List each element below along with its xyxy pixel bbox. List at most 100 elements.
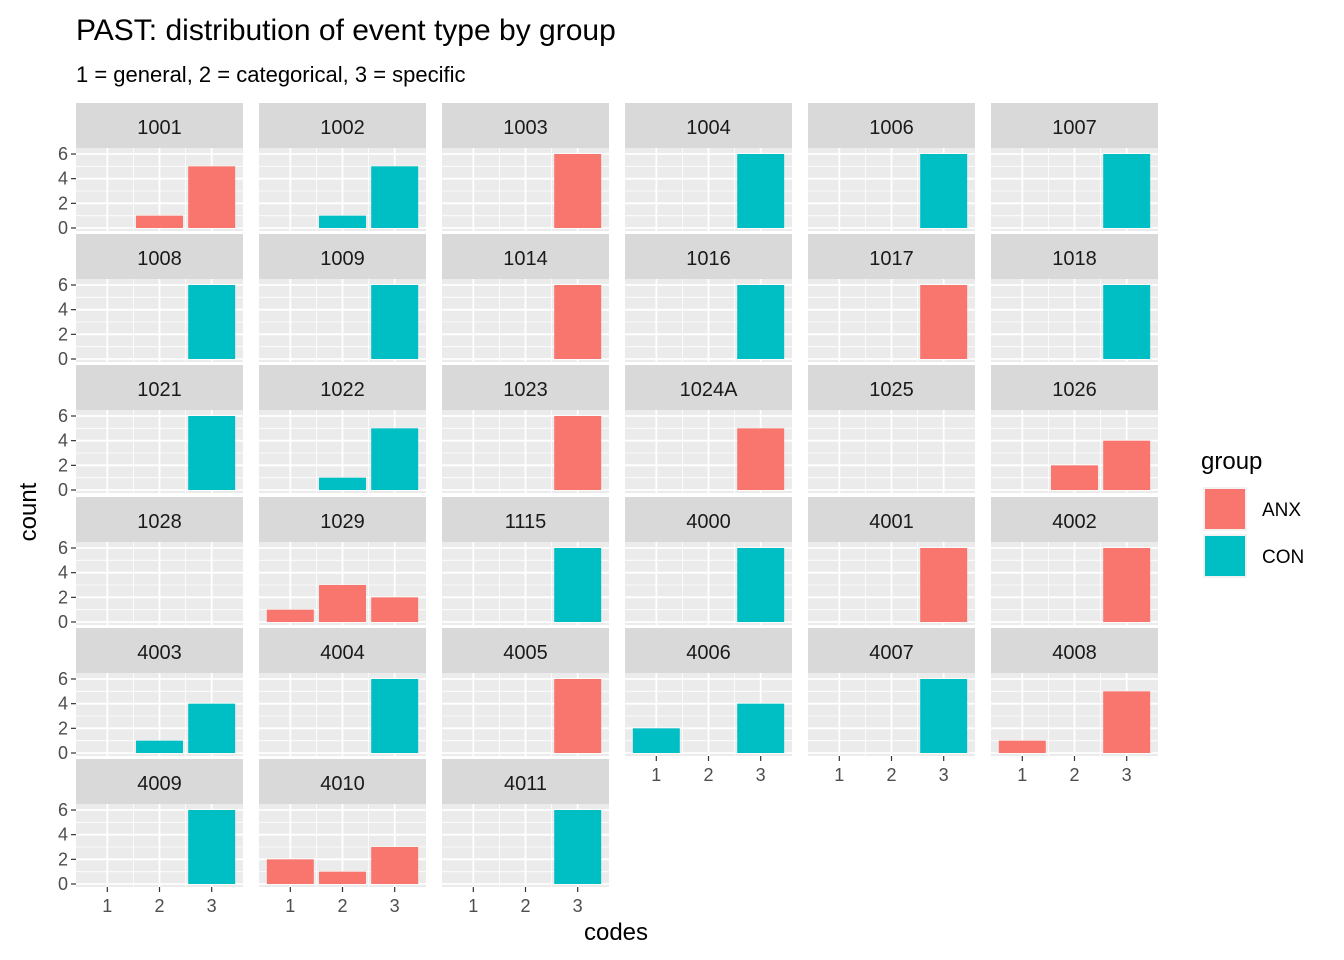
x-tick-label: 1 [651, 765, 661, 785]
bar [1103, 440, 1151, 490]
legend-label: CON [1262, 547, 1304, 568]
y-tick-label: 2 [58, 587, 68, 607]
facet-strip [259, 234, 426, 279]
bar [737, 703, 785, 753]
facet-strip [442, 628, 609, 673]
y-tick-label: 2 [58, 193, 68, 213]
facet-panel: 1115 [442, 497, 609, 625]
bar [554, 810, 602, 884]
facet-panel: 1021 0 2 4 6 [58, 365, 243, 500]
bar [188, 166, 236, 228]
facet-panel: 1001 0 2 4 6 [58, 103, 243, 238]
facet-panel: 4001 [808, 497, 975, 625]
x-tick-label: 3 [207, 896, 217, 916]
x-tick-label: 1 [834, 765, 844, 785]
facet-strip [625, 628, 792, 673]
facet-strip [442, 234, 609, 279]
legend: group ANX CON [1201, 448, 1304, 578]
bar [1103, 285, 1151, 359]
x-tick-label: 1 [285, 896, 295, 916]
x-tick-label: 2 [154, 896, 164, 916]
bar [371, 679, 419, 753]
facet-label: 4004 [320, 642, 365, 664]
legend-title: group [1201, 448, 1262, 475]
bar [737, 285, 785, 359]
facet-strip [808, 497, 975, 542]
facet-strip [991, 103, 1158, 148]
facet-label: 1018 [1052, 248, 1097, 270]
bar [188, 703, 236, 753]
chart-title: PAST: distribution of event type by grou… [76, 14, 616, 47]
facet-panel: 1016 [625, 234, 792, 362]
bar [266, 609, 314, 622]
facet-strip [259, 628, 426, 673]
bar [554, 285, 602, 359]
facet-label: 4011 [504, 773, 547, 795]
x-tick-label: 2 [337, 896, 347, 916]
facet-panel: 4008 1 2 3 [991, 628, 1158, 785]
y-tick-label: 6 [58, 406, 68, 426]
x-tick-label: 1 [102, 896, 112, 916]
bar [554, 416, 602, 490]
bar [554, 154, 602, 228]
facet-panel: 4006 1 2 3 [625, 628, 792, 785]
y-tick-label: 4 [58, 563, 68, 583]
facet-label: 1022 [320, 379, 365, 401]
facet-strip [625, 103, 792, 148]
facet-strip [625, 365, 792, 410]
facet-strip [259, 103, 426, 148]
bar [319, 215, 366, 228]
legend-key [1205, 489, 1245, 529]
facet-panel: 1003 [442, 103, 609, 231]
y-tick-label: 4 [58, 300, 68, 320]
bar [554, 679, 602, 753]
bar [1103, 691, 1151, 753]
facet-panel: 4003 0 2 4 6 [58, 628, 243, 763]
x-tick-label: 3 [756, 765, 766, 785]
facet-panel: 1007 [991, 103, 1158, 231]
facet-label: 4006 [686, 642, 731, 664]
bar [920, 154, 968, 228]
facet-panel: 1006 [808, 103, 975, 231]
facet-panel: 1029 [259, 497, 426, 625]
facet-label: 4009 [137, 773, 182, 795]
facet-strip [808, 103, 975, 148]
bar [920, 285, 968, 359]
facet-strip [442, 365, 609, 410]
facet-panel: 4009 0 2 4 6 1 2 3 [58, 759, 243, 916]
facet-strip [625, 234, 792, 279]
bar [554, 548, 602, 622]
bar [371, 428, 419, 490]
facet-strip [625, 497, 792, 542]
x-tick-label: 2 [520, 896, 530, 916]
facet-strip [442, 103, 609, 148]
facet-label: 1014 [503, 248, 548, 270]
bar [371, 285, 419, 359]
bar [136, 215, 183, 228]
facet-strip [76, 628, 243, 673]
facet-strip [259, 759, 426, 804]
bar [1103, 548, 1151, 622]
facet-label: 1006 [869, 117, 914, 139]
x-tick-label: 3 [390, 896, 400, 916]
facet-strip [259, 497, 426, 542]
bar [371, 847, 419, 884]
facet-label: 4003 [137, 642, 182, 664]
bar [188, 810, 236, 884]
facet-panel: 4004 [259, 628, 426, 756]
facet-label: 1003 [503, 117, 548, 139]
y-tick-label: 0 [58, 874, 68, 894]
facet-panel: 1018 [991, 234, 1158, 362]
facet-panel: 1024A [625, 365, 792, 493]
facet-label: 1004 [686, 117, 731, 139]
y-tick-label: 4 [58, 431, 68, 451]
y-tick-label: 0 [58, 218, 68, 238]
y-tick-label: 0 [58, 743, 68, 763]
facet-strip [76, 365, 243, 410]
facet-panel: 1009 [259, 234, 426, 362]
facet-strip [442, 759, 609, 804]
y-tick-label: 6 [58, 538, 68, 558]
bar [136, 740, 183, 753]
facet-label: 4008 [1052, 642, 1097, 664]
